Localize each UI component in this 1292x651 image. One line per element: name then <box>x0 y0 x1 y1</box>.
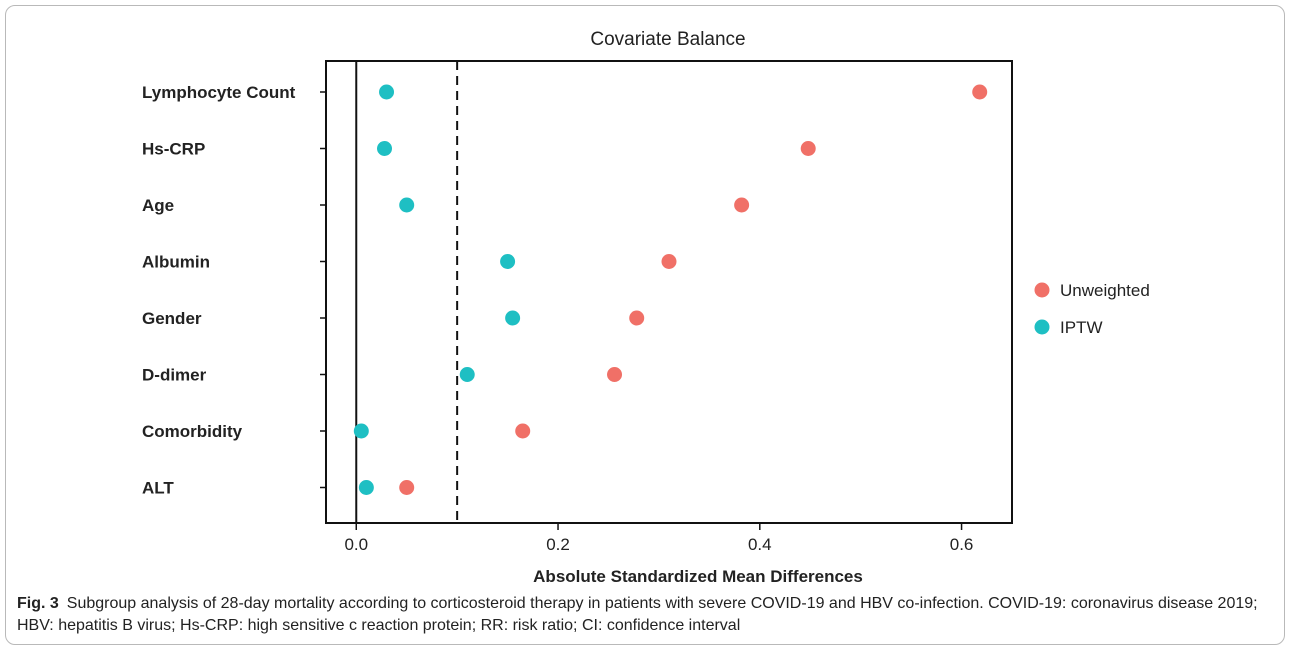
legend-marker-unweighted <box>1034 282 1050 298</box>
y-tick-label: Comorbidity <box>142 422 243 441</box>
figure-caption: Fig. 3 Subgroup analysis of 28-day mortal… <box>17 593 1277 637</box>
legend-label-unweighted: Unweighted <box>1060 281 1150 300</box>
point-iptw <box>379 84 395 100</box>
point-unweighted <box>607 367 623 382</box>
point-unweighted <box>629 310 645 326</box>
point-iptw <box>500 254 516 269</box>
point-unweighted <box>399 480 415 495</box>
point-unweighted <box>515 423 531 439</box>
caption-label: Fig. 3 <box>17 595 59 612</box>
point-iptw <box>399 197 415 213</box>
point-unweighted <box>972 84 988 100</box>
y-tick-label: Hs-CRP <box>142 140 205 159</box>
y-tick-label: Albumin <box>142 253 210 272</box>
x-tick-label: 0.0 <box>344 535 368 554</box>
caption-text: Subgroup analysis of 28-day mortality ac… <box>17 595 1258 634</box>
point-iptw <box>377 141 393 156</box>
point-iptw <box>505 310 521 326</box>
x-tick-label: 0.2 <box>546 535 570 554</box>
y-tick-label: ALT <box>142 479 174 498</box>
y-tick-label: Age <box>142 196 174 215</box>
x-axis-label: Absolute Standardized Mean Differences <box>533 567 863 586</box>
point-iptw <box>459 367 475 382</box>
covariate-balance-chart: Covariate Balance Lymphocyte Count Hs-CRP… <box>142 29 1150 586</box>
y-tick-label: Lymphocyte Count <box>142 83 296 102</box>
y-tick-label: D-dimer <box>142 366 207 385</box>
point-unweighted <box>734 197 750 213</box>
chart-title: Covariate Balance <box>590 29 745 50</box>
point-iptw <box>353 423 369 439</box>
point-unweighted <box>800 141 816 156</box>
figure-frame <box>5 5 1285 645</box>
point-unweighted <box>661 254 677 269</box>
point-iptw <box>358 480 374 495</box>
plot-area <box>325 60 1013 524</box>
x-tick-label: 0.6 <box>950 535 974 554</box>
legend-marker-iptw <box>1034 319 1050 335</box>
y-tick-label: Gender <box>142 309 202 328</box>
legend-label-iptw: IPTW <box>1060 318 1103 337</box>
x-tick-label: 0.4 <box>748 535 772 554</box>
